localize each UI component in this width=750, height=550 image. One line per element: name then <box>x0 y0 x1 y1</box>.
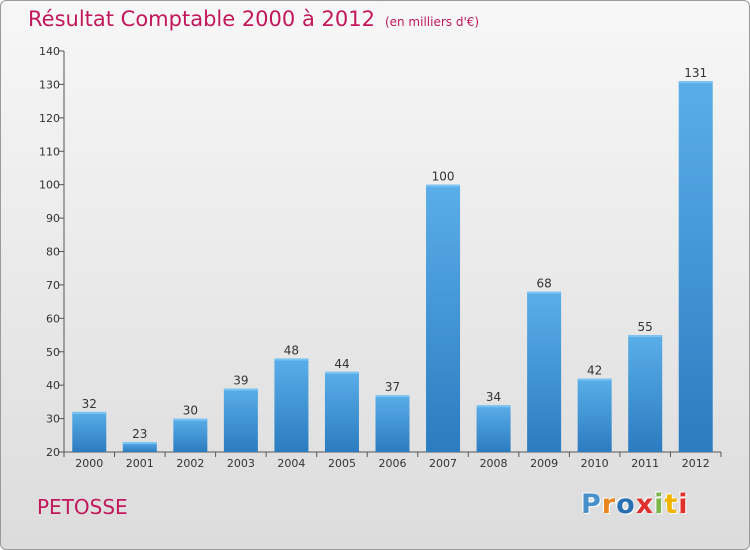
y-tick-label: 40 <box>46 379 60 392</box>
bar-highlight <box>577 378 612 381</box>
bar-highlight <box>476 405 511 408</box>
bar-highlight <box>72 411 107 414</box>
bar-2012 <box>678 81 713 452</box>
x-tick-label: 2008 <box>480 457 508 470</box>
value-label-2004: 48 <box>284 343 299 357</box>
value-labels-group: 32 23 30 39 48 44 37 100 34 68 42 55 131 <box>82 66 708 441</box>
bar-highlight <box>173 418 208 421</box>
bar-2005 <box>324 371 359 452</box>
y-tick-label: 20 <box>46 446 60 459</box>
value-label-2008: 34 <box>486 390 501 404</box>
bar-highlight <box>375 395 410 398</box>
value-label-2003: 39 <box>233 374 248 388</box>
x-tick-label: 2010 <box>581 457 609 470</box>
bar-2009 <box>527 291 562 452</box>
bar-2010 <box>577 378 612 452</box>
bar-highlight <box>324 371 359 374</box>
bar-2011 <box>628 335 663 452</box>
value-label-2011: 55 <box>638 320 653 334</box>
bar-2003 <box>223 388 258 452</box>
value-label-2009: 68 <box>536 277 551 291</box>
bar-2000 <box>72 411 107 452</box>
y-tick-label: 110 <box>39 145 60 158</box>
city-name: PETOSSE <box>37 495 128 519</box>
bar-highlight <box>223 388 258 391</box>
x-tick-label: 2000 <box>75 457 103 470</box>
brand-letter: P <box>581 489 602 520</box>
y-tick-label: 130 <box>39 78 60 91</box>
value-label-2005: 44 <box>334 357 349 371</box>
value-label-2000: 32 <box>82 397 97 411</box>
bar-highlight <box>527 291 562 294</box>
chart-title: Résultat Comptable 2000 à 2012 <box>28 7 375 31</box>
x-tick-label: 2009 <box>530 457 558 470</box>
x-tick-label: 2006 <box>379 457 407 470</box>
x-tick-label: 2003 <box>227 457 255 470</box>
value-label-2012: 131 <box>684 66 707 80</box>
bar-2004 <box>274 358 309 452</box>
y-tick-label: 100 <box>39 179 60 192</box>
value-label-2001: 23 <box>132 427 147 441</box>
brand-letter: o <box>616 489 636 520</box>
x-tick-label: 2002 <box>176 457 204 470</box>
y-tick-label: 70 <box>46 279 60 292</box>
bar-highlight <box>426 184 461 187</box>
x-tick-label: 2012 <box>682 457 710 470</box>
brand-logo: Proxiti <box>581 489 689 520</box>
x-tick-label: 2005 <box>328 457 356 470</box>
bars-group <box>72 81 713 452</box>
brand-letter: r <box>601 489 617 520</box>
bar-highlight <box>628 335 663 338</box>
bar-2008 <box>476 405 511 452</box>
x-tick-label: 2001 <box>126 457 154 470</box>
value-label-2007: 100 <box>432 170 455 184</box>
chart-subtitle: (en milliers d'€) <box>384 15 480 29</box>
y-tick-label: 140 <box>39 45 60 58</box>
bar-highlight <box>274 358 309 361</box>
bar-highlight <box>122 441 157 444</box>
y-tick-label: 60 <box>46 312 60 325</box>
bar-highlight <box>678 81 713 84</box>
brand-letter: i <box>678 489 689 520</box>
x-axis: 2000 2001 2002 2003 2004 2005 2006 2007 2008 2009… <box>63 451 722 470</box>
bar-2002 <box>173 418 208 452</box>
value-label-2010: 42 <box>587 363 602 377</box>
bar-2001 <box>122 441 157 452</box>
value-label-2006: 37 <box>385 380 400 394</box>
y-axis: 20 30 40 50 60 70 80 90 100 110 120 130 140 <box>39 45 65 459</box>
y-tick-label: 30 <box>46 413 60 426</box>
y-tick-label: 50 <box>46 346 60 359</box>
x-tick-label: 2007 <box>429 457 457 470</box>
x-tick-label: 2004 <box>277 457 305 470</box>
title-row: Résultat Comptable 2000 à 2012 (en millie… <box>28 7 479 31</box>
brand-letter: x <box>635 489 655 520</box>
x-tick-label: 2011 <box>631 457 659 470</box>
y-tick-label: 120 <box>39 112 60 125</box>
brand-letter: t <box>664 489 679 520</box>
bar-2007 <box>426 184 461 452</box>
brand-letter: i <box>654 489 665 520</box>
y-tick-label: 80 <box>46 246 60 259</box>
y-tick-label: 90 <box>46 212 60 225</box>
value-label-2002: 30 <box>183 404 198 418</box>
bar-2006 <box>375 395 410 452</box>
